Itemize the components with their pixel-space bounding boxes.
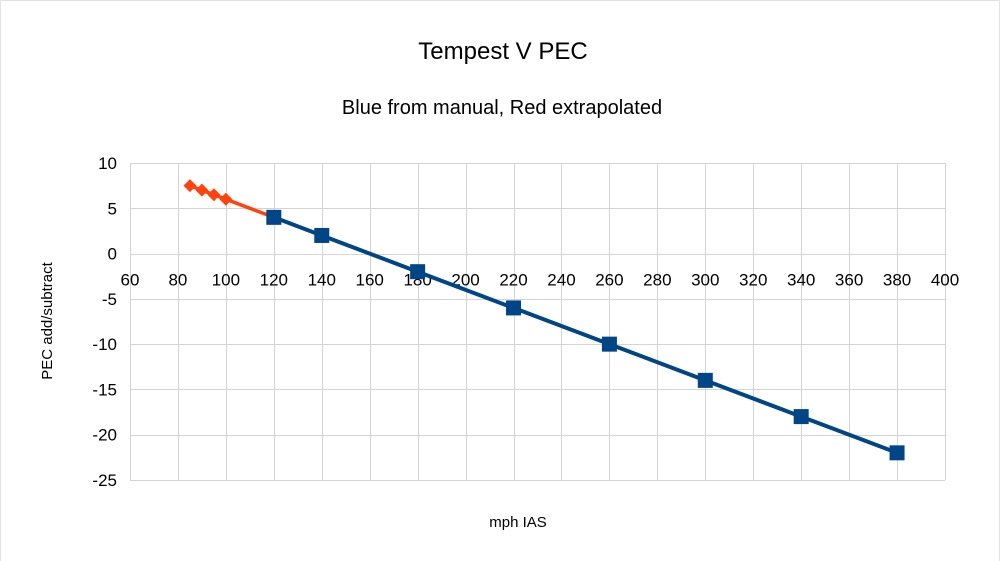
x-tick-label: 240 — [547, 271, 575, 290]
y-axis-ticks: 10 5 0 -5 -10 -15 -20 -25 — [92, 154, 117, 490]
x-tick-label: 120 — [260, 271, 288, 290]
x-tick-label: 280 — [643, 271, 671, 290]
series-lines — [189, 183, 898, 455]
data-point — [195, 183, 209, 197]
series-line — [273, 215, 898, 455]
data-point — [601, 336, 617, 352]
y-tick-label: -5 — [102, 290, 117, 309]
x-tick-label: 200 — [451, 271, 479, 290]
y-axis-label: PEC add/subtract — [39, 261, 56, 379]
x-tick-label: 160 — [356, 271, 384, 290]
x-tick-label: 60 — [121, 271, 140, 290]
x-tick-label: 220 — [499, 271, 527, 290]
data-point — [207, 188, 221, 202]
data-point — [697, 372, 713, 388]
data-point — [314, 227, 330, 243]
y-tick-label: 0 — [108, 245, 117, 264]
y-tick-label: -15 — [92, 380, 117, 399]
chart-subtitle: Blue from manual, Red extrapolated — [342, 97, 662, 119]
x-tick-label: 260 — [595, 271, 623, 290]
data-point — [506, 300, 522, 316]
x-tick-label: 360 — [835, 271, 863, 290]
x-tick-label: 340 — [787, 271, 815, 290]
series-markers — [183, 179, 905, 461]
data-point — [266, 209, 282, 225]
y-tick-label: -10 — [92, 335, 117, 354]
y-tick-label: -25 — [92, 471, 117, 490]
x-tick-label: 320 — [739, 271, 767, 290]
x-tick-label: 80 — [168, 271, 187, 290]
x-tick-label: 140 — [308, 271, 336, 290]
data-point — [793, 409, 809, 425]
x-tick-label: 100 — [212, 271, 240, 290]
data-point — [410, 264, 426, 280]
data-point — [889, 445, 905, 461]
x-tick-label: 400 — [931, 271, 959, 290]
y-tick-label: 5 — [108, 199, 117, 218]
x-axis-label: mph IAS — [489, 514, 547, 531]
y-tick-label: 10 — [98, 154, 117, 173]
x-tick-label: 380 — [883, 271, 911, 290]
data-point — [183, 179, 197, 193]
gridlines — [130, 163, 946, 481]
y-tick-label: -20 — [92, 426, 117, 445]
chart-title: Tempest V PEC — [418, 38, 587, 65]
x-tick-label: 300 — [691, 271, 719, 290]
x-axis-ticks: 60 80 100 120 140 160 180 200 220 240 260 280 300 320… — [121, 271, 960, 290]
data-point — [219, 192, 233, 206]
